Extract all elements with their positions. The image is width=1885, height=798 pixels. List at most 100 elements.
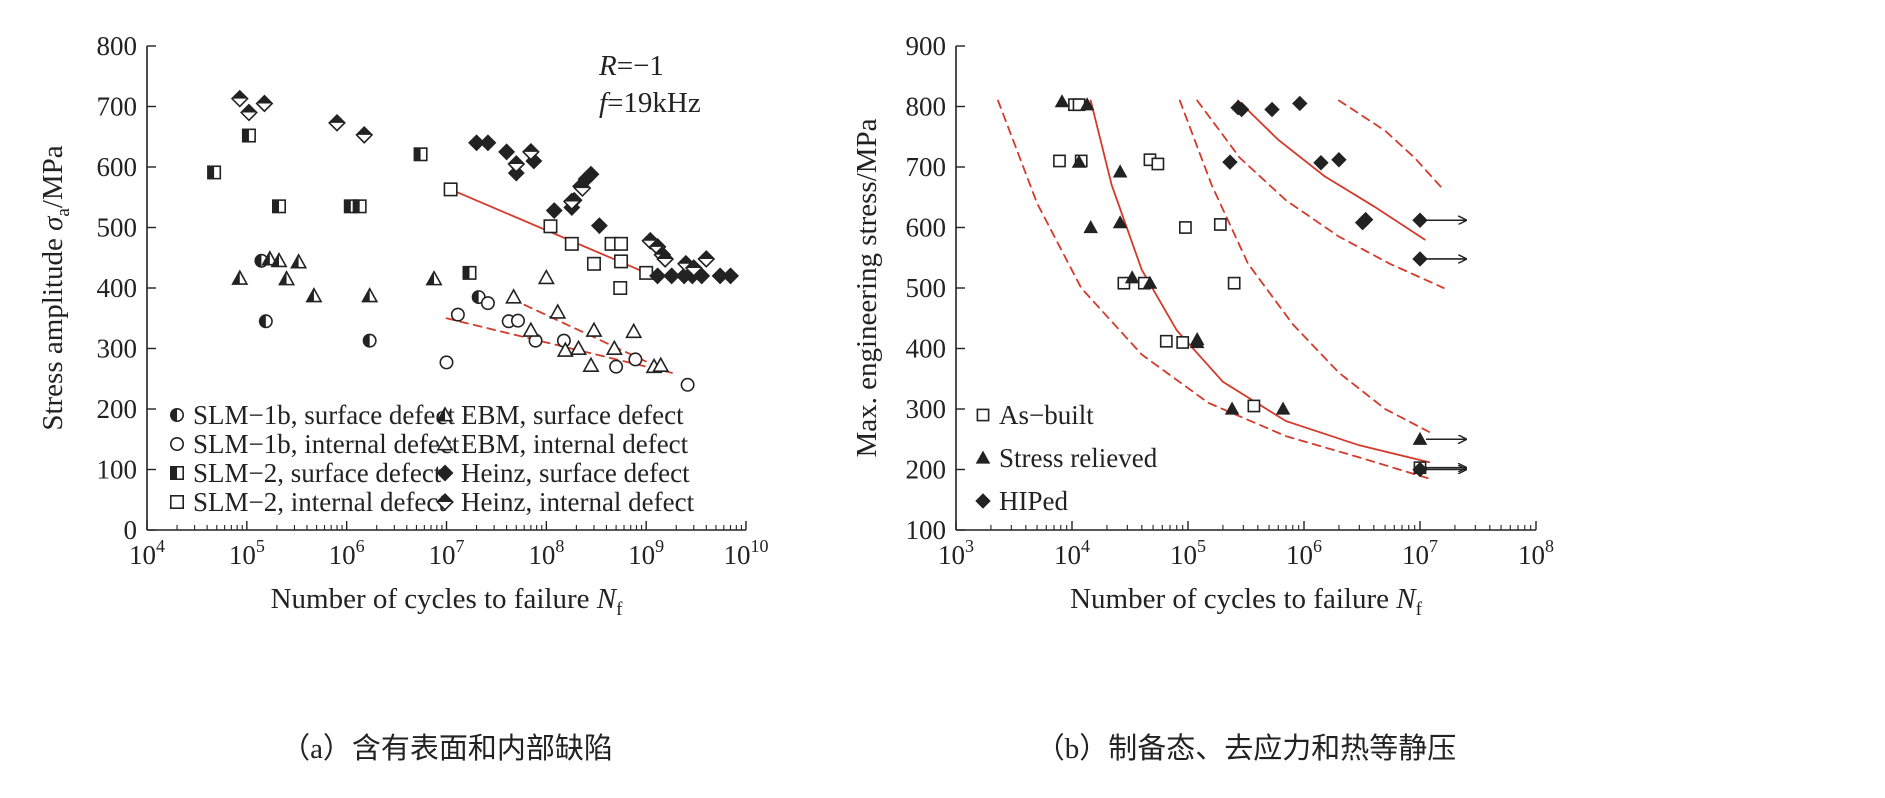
data-point — [1142, 275, 1158, 289]
x-tick-label: 108 — [1518, 536, 1554, 570]
chart-annotation: R=−1 — [598, 50, 664, 82]
y-axis-title: Stress amplitude σa/MPa — [37, 145, 74, 430]
legend-item: Heinz, surface defect — [436, 458, 690, 488]
series-half-triangle — [231, 250, 443, 303]
chart-annotation: f=19kHz — [599, 87, 701, 119]
legend-marker — [170, 494, 185, 509]
legend-label: HIPed — [999, 486, 1068, 516]
data-point — [625, 322, 643, 339]
data-point — [1179, 221, 1192, 234]
data-point — [1054, 94, 1070, 108]
y-tick-label: 800 — [906, 92, 947, 122]
legend-marker — [170, 436, 185, 451]
y-tick-label: 900 — [906, 31, 947, 61]
y-tick-label: 300 — [97, 334, 138, 364]
series-filled-diamond — [468, 134, 739, 285]
data-point — [543, 219, 558, 234]
legend-item: SLM−2, surface defect — [170, 458, 442, 488]
data-point — [1176, 336, 1190, 349]
y-tick-label: 700 — [906, 152, 947, 182]
fit-line-dashed — [1178, 99, 1431, 433]
data-point — [663, 267, 681, 285]
data-point — [1159, 334, 1173, 348]
data-point — [1189, 334, 1205, 349]
legend-marker — [170, 465, 185, 480]
data-point — [480, 296, 495, 311]
series-filled-triangle — [1054, 94, 1428, 445]
data-point — [352, 199, 367, 214]
data-point — [1331, 152, 1347, 168]
series-half-diamond — [230, 89, 716, 277]
data-point — [1227, 276, 1241, 290]
data-point — [614, 236, 629, 251]
data-point — [570, 339, 587, 356]
data-point — [425, 270, 443, 286]
data-point — [1124, 270, 1140, 284]
legend-label: SLM−1b, surface defect — [193, 400, 455, 430]
x-tick-label: 106 — [329, 536, 365, 570]
data-point — [1264, 101, 1280, 118]
data-point — [697, 250, 716, 268]
legend-marker — [975, 450, 991, 464]
data-point — [443, 182, 458, 197]
fit-line-dashed — [997, 99, 1431, 480]
y-tick-label: 700 — [97, 92, 138, 122]
data-point — [609, 359, 624, 374]
series-half-circle — [254, 253, 486, 348]
y-tick-label: 200 — [906, 455, 947, 485]
data-point — [1112, 164, 1128, 178]
fit-lines — [997, 99, 1445, 480]
data-point — [586, 256, 601, 271]
legend-marker — [170, 407, 185, 422]
data-point — [1053, 154, 1066, 168]
data-point — [582, 165, 600, 183]
data-point — [549, 303, 567, 319]
series-half-square — [207, 128, 477, 280]
data-point — [521, 142, 540, 161]
fit-line-dashed — [1196, 99, 1445, 289]
x-tick-label: 107 — [1402, 536, 1438, 570]
y-tick-label: 800 — [97, 31, 138, 61]
data-point — [1213, 218, 1227, 231]
x-tick-label: 107 — [429, 536, 465, 570]
legend-label: EBM, internal defect — [461, 429, 689, 459]
axes: 103 104 105 106 107 108 100 200 300 400 500 600 700 8… — [906, 31, 1555, 570]
data-point — [413, 147, 428, 162]
legend-label: Heinz, surface defect — [461, 458, 690, 488]
data-point — [240, 103, 258, 122]
data-point — [1412, 251, 1428, 267]
legend-item: As−built — [976, 400, 1094, 430]
data-point — [241, 128, 256, 143]
data-point — [362, 333, 377, 348]
x-tick-label: 105 — [229, 536, 265, 570]
data-point — [605, 339, 623, 356]
data-point — [1313, 155, 1329, 171]
fit-line-dashed — [1338, 99, 1445, 191]
data-point — [261, 250, 279, 266]
data-point — [450, 307, 465, 322]
legend-item: SLM−2, internal defect — [170, 487, 446, 517]
legend-marker — [436, 406, 454, 422]
data-point — [722, 267, 739, 285]
x-axis-title: Number of cycles to failure Nf — [271, 583, 623, 620]
y-tick-label: 200 — [97, 394, 138, 424]
data-point — [614, 254, 629, 269]
data-point — [258, 314, 273, 329]
y-tick-label: 500 — [906, 273, 947, 303]
data-point — [680, 377, 695, 392]
data-point — [305, 287, 323, 303]
x-tick-label: 104 — [1054, 536, 1090, 570]
legend-item: HIPed — [975, 486, 1068, 516]
data-point — [270, 251, 288, 268]
legend-item: Heinz, internal defect — [436, 487, 695, 517]
data-point — [537, 268, 555, 285]
data-point — [505, 288, 523, 304]
series-open-triangle — [505, 268, 670, 374]
data-point — [684, 259, 703, 277]
data-point — [439, 355, 454, 370]
data-point — [649, 267, 666, 285]
data-point — [1275, 401, 1291, 415]
y-tick-label: 100 — [906, 515, 947, 545]
